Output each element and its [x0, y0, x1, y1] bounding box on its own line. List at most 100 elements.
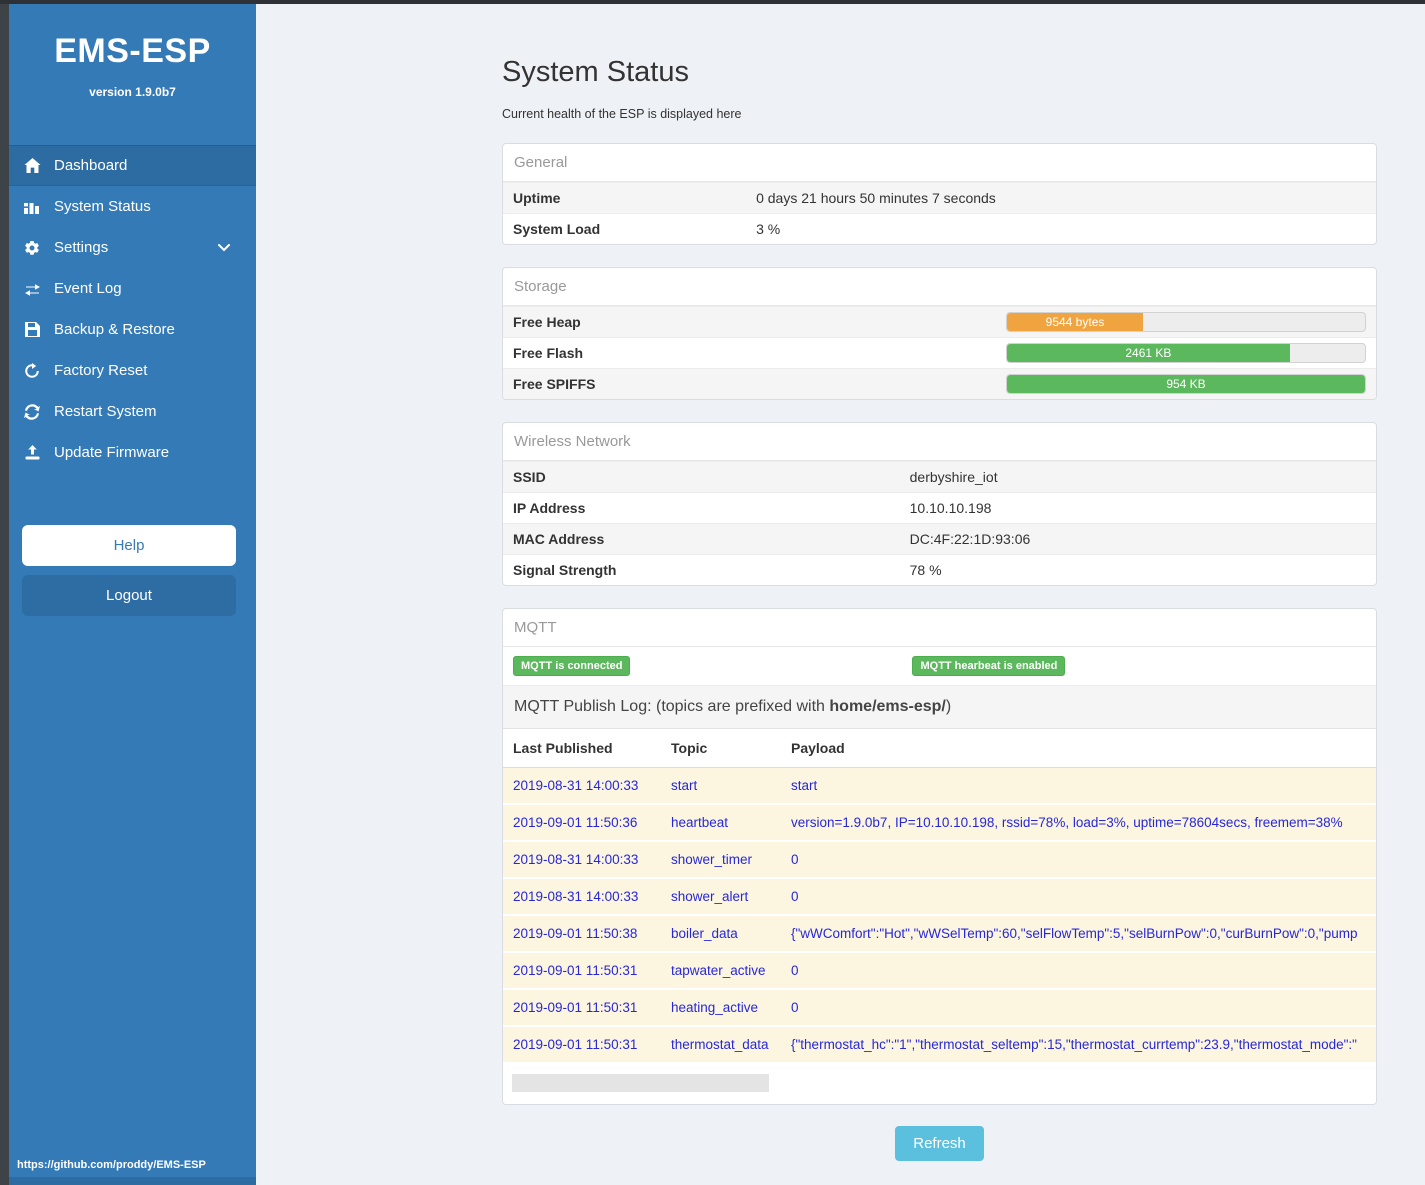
page-subtitle: Current health of the ESP is displayed h…: [502, 107, 742, 121]
cell-date: 2019-08-31 14:00:33: [513, 778, 639, 793]
cell-topic: thermostat_data: [671, 1037, 769, 1052]
system-load-value: 3 %: [756, 221, 781, 237]
sidebar-item-update-firmware[interactable]: Update Firmware: [9, 432, 256, 473]
mqtt-heartbeat-badge: MQTT hearbeat is enabled: [912, 656, 1066, 676]
wireless-card: Wireless Network SSID derbyshire_iot IP …: [502, 422, 1377, 586]
cell-payload: start: [791, 778, 818, 793]
sidebar-item-label: Dashboard: [54, 157, 128, 174]
sidebar-item-backup-restore[interactable]: Backup & Restore: [9, 309, 256, 350]
sidebar-item-label: Update Firmware: [54, 444, 170, 461]
sidebar-item-restart-system[interactable]: Restart System: [9, 391, 256, 432]
cell-date: 2019-09-01 11:50:36: [513, 815, 638, 830]
table-row: 2019-09-01 11:50:31 tapwater_active 0: [503, 953, 1376, 990]
ip-address-label: IP Address: [513, 500, 586, 516]
mqtt-card: MQTT MQTT is connected MQTT hearbeat is …: [502, 608, 1377, 1105]
upload-icon: [23, 445, 41, 461]
sidebar-item-label: Event Log: [54, 280, 122, 297]
free-heap-row: Free Heap 9544 bytes: [503, 306, 1376, 337]
general-card-header: General: [503, 144, 1376, 182]
table-row: 2019-09-01 11:50:31 heating_active 0: [503, 990, 1376, 1027]
cell-topic: heating_active: [671, 1000, 759, 1015]
brand: EMS-ESP version 1.9.0b7: [9, 4, 256, 137]
sidebar-item-system-status[interactable]: System Status: [9, 186, 256, 227]
table-row: 2019-09-01 11:50:38 boiler_data {"wWComf…: [503, 916, 1376, 953]
ip-address-row: IP Address 10.10.10.198: [503, 492, 1376, 523]
cell-topic: shower_timer: [671, 852, 753, 867]
cell-topic: shower_alert: [671, 889, 749, 904]
free-flash-row: Free Flash 2461 KB: [503, 337, 1376, 368]
cell-date: 2019-08-31 14:00:33: [513, 889, 639, 904]
cell-date: 2019-09-01 11:50:38: [513, 926, 638, 941]
cell-topic: start: [671, 778, 698, 793]
cell-topic: heartbeat: [671, 815, 729, 830]
chevron-down-icon: [218, 239, 230, 256]
horizontal-scrollbar: [503, 1064, 1376, 1104]
free-flash-progress-fill: 2461 KB: [1007, 344, 1290, 362]
cell-topic: tapwater_active: [671, 963, 766, 978]
free-heap-progress: 9544 bytes: [1006, 312, 1366, 332]
refresh-button[interactable]: Refresh: [895, 1126, 984, 1161]
uptime-value: 0 days 21 hours 50 minutes 7 seconds: [756, 190, 996, 206]
app-version: version 1.9.0b7: [89, 85, 176, 99]
save-icon: [23, 322, 41, 338]
github-link[interactable]: https://github.com/proddy/EMS-ESP: [17, 1159, 206, 1171]
wireless-card-header: Wireless Network: [503, 423, 1376, 461]
cell-payload: 0: [791, 889, 799, 904]
free-flash-label: Free Flash: [513, 345, 584, 361]
cell-payload: 0: [791, 963, 799, 978]
signal-strength-label: Signal Strength: [513, 562, 617, 578]
table-row: 2019-09-01 11:50:31 thermostat_data {"th…: [503, 1027, 1376, 1064]
sidebar: EMS-ESP version 1.9.0b7 Dashboard System…: [0, 4, 256, 1185]
cell-payload: {"wWComfort":"Hot","wWSelTemp":60,"selFl…: [791, 926, 1358, 941]
signal-strength-value: 78 %: [909, 562, 942, 578]
free-spiffs-progress-fill: 954 KB: [1007, 375, 1365, 393]
free-heap-label: Free Heap: [513, 314, 581, 330]
scrollbar-thumb[interactable]: [512, 1074, 769, 1092]
sidebar-item-factory-reset[interactable]: Factory Reset: [9, 350, 256, 391]
general-card: General Uptime 0 days 21 hours 50 minute…: [502, 143, 1377, 245]
col-topic: Topic: [671, 740, 708, 756]
system-load-label: System Load: [513, 221, 601, 237]
mqtt-publish-log-title: MQTT Publish Log: (topics are prefixed w…: [503, 686, 1376, 729]
sidebar-item-event-log[interactable]: Event Log: [9, 268, 256, 309]
cell-date: 2019-09-01 11:50:31: [513, 1037, 638, 1052]
sidebar-item-settings[interactable]: Settings: [9, 227, 256, 268]
cell-date: 2019-09-01 11:50:31: [513, 963, 638, 978]
gear-icon: [23, 240, 41, 256]
exchange-arrows-icon: [23, 281, 41, 297]
col-payload: Payload: [791, 740, 845, 756]
mac-address-label: MAC Address: [513, 531, 605, 547]
scrollbar-track[interactable]: [512, 1074, 1367, 1092]
cell-topic: boiler_data: [671, 926, 738, 941]
system-status-icon: [23, 199, 41, 215]
cell-date: 2019-09-01 11:50:31: [513, 1000, 638, 1015]
main-content: System Status Current health of the ESP …: [256, 4, 1425, 1185]
page-title: System Status: [502, 56, 689, 88]
mqtt-status-row: MQTT is connected MQTT hearbeat is enabl…: [503, 647, 1376, 686]
logout-button[interactable]: Logout: [22, 575, 236, 616]
system-load-row: System Load 3 %: [503, 213, 1376, 244]
sidebar-item-label: Backup & Restore: [54, 321, 175, 338]
mqtt-table-header: Last Published Topic Payload: [503, 729, 1376, 768]
cell-payload: 0: [791, 852, 799, 867]
ssid-label: SSID: [513, 469, 546, 485]
ssid-value: derbyshire_iot: [909, 469, 998, 485]
sidebar-item-dashboard[interactable]: Dashboard: [9, 145, 256, 186]
free-spiffs-label: Free SPIFFS: [513, 376, 596, 392]
col-last-published: Last Published: [513, 740, 613, 756]
uptime-label: Uptime: [513, 190, 561, 206]
help-button[interactable]: Help: [22, 525, 236, 566]
free-spiffs-progress: 954 KB: [1006, 374, 1366, 394]
app-title: EMS-ESP: [54, 32, 211, 70]
mac-address-row: MAC Address DC:4F:22:1D:93:06: [503, 523, 1376, 554]
table-row: 2019-09-01 11:50:36 heartbeat version=1.…: [503, 805, 1376, 842]
ip-address-value: 10.10.10.198: [909, 500, 992, 516]
signal-strength-row: Signal Strength 78 %: [503, 554, 1376, 585]
storage-card: Storage Free Heap 9544 bytes Free Flash …: [502, 267, 1377, 400]
sidebar-item-label: Settings: [54, 239, 109, 256]
table-row: 2019-08-31 14:00:33 shower_alert 0: [503, 879, 1376, 916]
table-row: 2019-08-31 14:00:33 start start: [503, 768, 1376, 805]
sidebar-item-label: Restart System: [54, 403, 157, 420]
storage-card-header: Storage: [503, 268, 1376, 306]
cell-date: 2019-08-31 14:00:33: [513, 852, 639, 867]
